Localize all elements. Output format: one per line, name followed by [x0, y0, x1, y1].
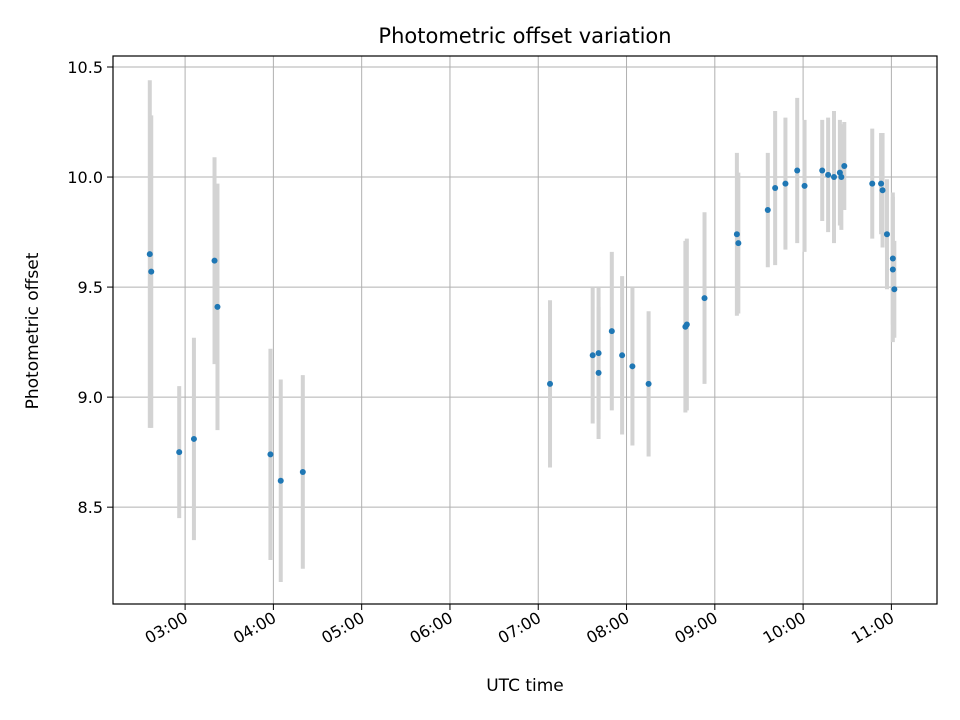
data-point — [794, 167, 801, 174]
x-axis-label: UTC time — [486, 676, 564, 696]
data-point — [733, 231, 740, 238]
data-point — [819, 167, 826, 174]
data-point — [148, 268, 155, 275]
data-point — [889, 255, 896, 262]
data-point — [869, 180, 876, 187]
chart-title: Photometric offset variation — [378, 24, 671, 48]
data-point — [214, 303, 221, 310]
data-point — [645, 380, 652, 387]
y-tick-label: 10.5 — [67, 58, 103, 77]
data-point — [735, 240, 742, 247]
grid — [113, 56, 937, 604]
data-point — [683, 321, 690, 328]
data-point — [831, 174, 837, 181]
plot-frame — [112, 55, 938, 605]
data-point — [176, 449, 183, 456]
data-point — [146, 251, 153, 258]
data-point — [838, 174, 845, 181]
data-point — [841, 163, 848, 170]
data-point — [878, 180, 885, 187]
data-point — [801, 182, 808, 189]
data-point — [267, 451, 274, 458]
data-point — [589, 352, 596, 359]
data-point — [891, 286, 898, 293]
data-point — [211, 257, 218, 264]
y-tick-label: 10.0 — [67, 168, 103, 187]
data-points — [146, 163, 898, 484]
data-point — [772, 185, 779, 192]
data-point — [595, 369, 602, 376]
data-point — [879, 187, 886, 194]
data-point — [701, 295, 708, 302]
data-point — [277, 477, 284, 484]
y-tick-label: 8.5 — [78, 498, 103, 517]
data-point — [299, 468, 306, 475]
y-axis-label: Photometric offset — [23, 252, 43, 409]
data-point — [547, 380, 554, 387]
data-point — [883, 231, 890, 238]
y-tick-label: 9.5 — [78, 278, 103, 297]
y-tick-label: 9.0 — [78, 388, 103, 407]
data-point — [190, 435, 197, 442]
data-point — [889, 266, 896, 273]
data-point — [608, 328, 615, 335]
data-point — [629, 363, 636, 370]
data-point — [782, 180, 789, 187]
data-point — [764, 207, 771, 214]
data-point — [825, 171, 832, 178]
data-point — [619, 352, 626, 359]
data-point — [595, 350, 602, 357]
